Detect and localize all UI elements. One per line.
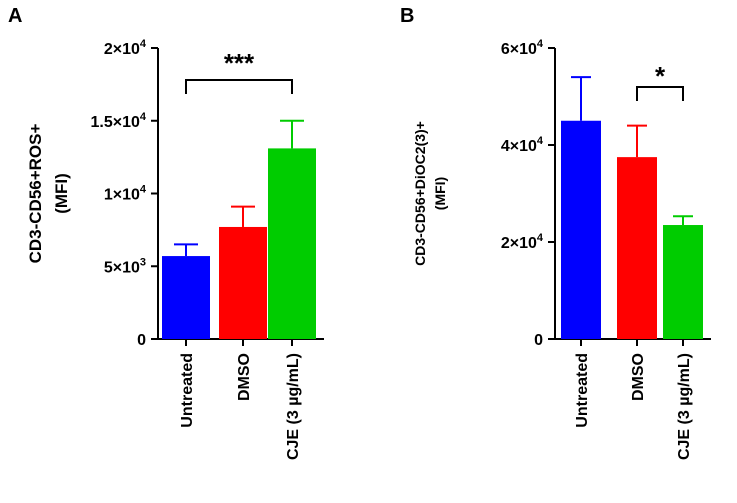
y-tick-label: 2×104 <box>104 38 147 58</box>
bar <box>219 226 267 339</box>
bar <box>561 120 601 339</box>
significance-label: * <box>655 61 666 91</box>
y-axis-label: CD3-CD56+DiOC2(3)+ <box>412 121 428 266</box>
bar <box>162 256 210 339</box>
y-axis-label-unit: (MFI) <box>432 177 448 210</box>
chart-panel-b: B 0 2×104 4×104 6×104 CD3-CD56+DiOC2(3)+ (MFI)… <box>400 5 711 460</box>
y-tick-label: 0 <box>534 332 543 349</box>
y-tick-label: 4×104 <box>501 135 544 155</box>
y-tick-label: 5×103 <box>104 256 146 276</box>
y-tick-label: 1.5×104 <box>90 111 146 131</box>
category-label: DMSO <box>236 353 253 401</box>
significance-label: *** <box>224 48 255 78</box>
significance-bracket <box>185 79 293 94</box>
y-tick-label: 6×104 <box>501 38 544 58</box>
bar <box>268 148 316 339</box>
category-label: CJE (3 µg/mL) <box>676 353 693 460</box>
y-tick-label: 2×104 <box>501 232 544 252</box>
y-axis-label-unit: (MFI) <box>52 173 71 214</box>
category-label: Untreated <box>179 353 196 428</box>
panel-label: A <box>8 5 22 27</box>
category-label: Untreated <box>574 353 591 428</box>
bar <box>617 157 657 339</box>
y-axis-label: CD3-CD56+ROS+ <box>26 124 45 264</box>
y-tick-label: 1×104 <box>104 184 147 204</box>
bar <box>663 225 703 339</box>
significance-bracket <box>636 86 684 101</box>
category-label: DMSO <box>630 353 647 401</box>
y-tick-label: 0 <box>137 332 146 349</box>
category-label: CJE (3 µg/mL) <box>285 353 302 460</box>
chart-panel-a: A 0 5×103 1×104 1.5×104 2×104 CD3-CD56+ROS+ (MF… <box>8 5 324 460</box>
panel-label: B <box>400 5 414 27</box>
